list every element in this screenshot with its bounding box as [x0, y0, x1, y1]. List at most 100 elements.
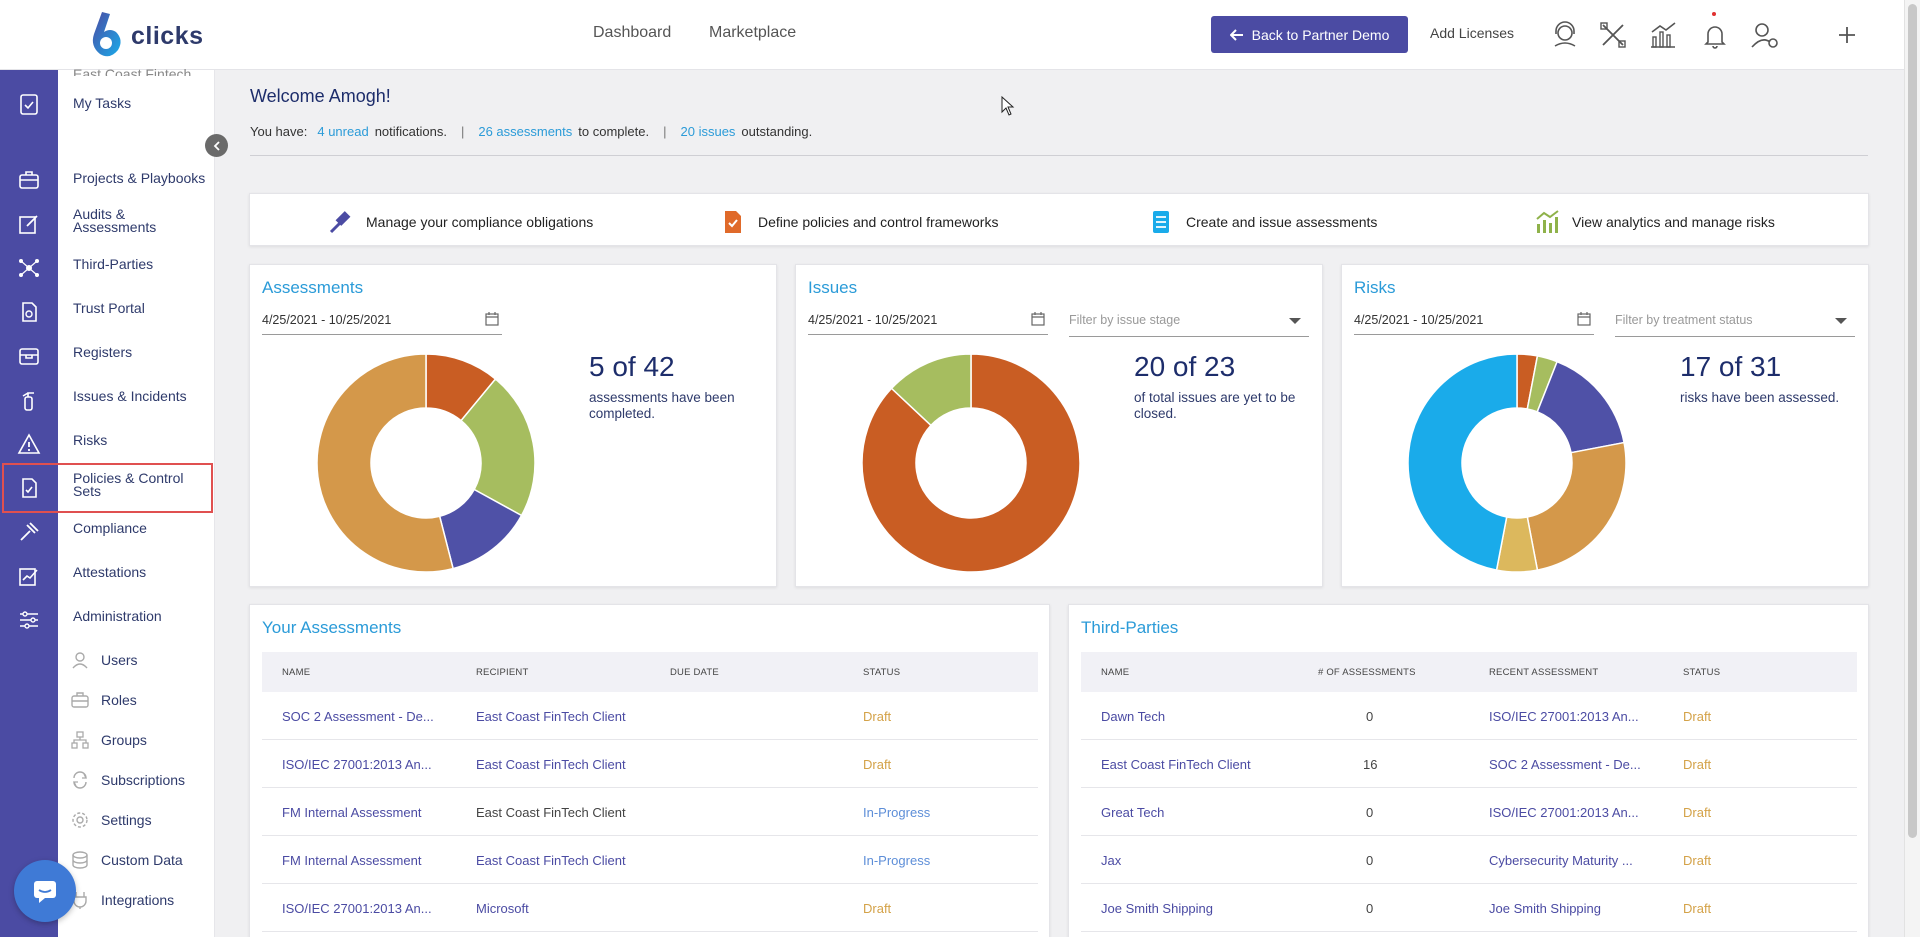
- column-header[interactable]: # OF ASSESSMENTS: [1318, 667, 1416, 678]
- sliders-icon[interactable]: [17, 608, 41, 632]
- sidebar-item-groups[interactable]: Groups: [101, 732, 147, 748]
- sidebar-item-integrations[interactable]: Integrations: [101, 892, 175, 908]
- column-header[interactable]: STATUS: [863, 667, 901, 678]
- table-row[interactable]: Great Tech 0 ISO/IEC 27001:2013 An... Dr…: [1081, 788, 1857, 836]
- table-row[interactable]: Joe Smith Shipping 0 Joe Smith Shipping …: [1081, 884, 1857, 932]
- back-to-partner-demo-button[interactable]: Back to Partner Demo: [1211, 16, 1408, 53]
- issues-date-range[interactable]: 4/25/2021 - 10/25/2021: [808, 311, 1048, 335]
- table-row[interactable]: FM Internal Assessment East Coast FinTec…: [262, 788, 1038, 836]
- assessment-name[interactable]: FM Internal Assessment: [282, 853, 422, 868]
- your-assessments-title[interactable]: Your Assessments: [262, 618, 402, 637]
- risks-card-title[interactable]: Risks: [1354, 278, 1396, 297]
- sidebar-item-my-tasks[interactable]: My Tasks: [73, 95, 132, 111]
- table-row[interactable]: SOC 2 Assessment - De... East Coast FinT…: [262, 692, 1038, 740]
- attestation-icon[interactable]: [17, 564, 41, 588]
- sidebar-item-projects[interactable]: Projects & Playbooks: [73, 170, 206, 186]
- collapse-sidebar-button[interactable]: [205, 134, 228, 157]
- recent-assessment[interactable]: Cybersecurity Maturity ...: [1489, 853, 1633, 868]
- quick-action-assessments[interactable]: Create and issue assessments: [1148, 209, 1377, 235]
- donut-slice-1[interactable]: [890, 353, 972, 427]
- sidebar-item-registers[interactable]: Registers: [73, 344, 133, 360]
- recent-assessment[interactable]: ISO/IEC 27001:2013 An...: [1489, 805, 1639, 820]
- assessment-name[interactable]: FM Internal Assessment: [282, 805, 422, 820]
- nav-dashboard[interactable]: Dashboard: [593, 24, 672, 41]
- issues-outstanding-link[interactable]: 20 issues: [680, 124, 736, 139]
- sidebar-item-issues[interactable]: Issues & Incidents: [73, 388, 187, 404]
- assessment-recipient[interactable]: East Coast FinTech Client: [476, 709, 626, 724]
- donut-slice-5[interactable]: [1407, 353, 1518, 571]
- support-icon[interactable]: [1550, 20, 1580, 50]
- fire-extinguisher-icon[interactable]: [17, 388, 41, 412]
- issues-card-title[interactable]: Issues: [808, 278, 858, 297]
- assessments-date-range[interactable]: 4/25/2021 - 10/25/2021: [262, 311, 502, 335]
- sidebar-item-audits[interactable]: Audits & Assessments: [73, 206, 157, 235]
- sidebar-item-roles[interactable]: Roles: [101, 692, 137, 708]
- treatment-status-filter[interactable]: Filter by treatment status: [1615, 313, 1855, 337]
- logo-icon[interactable]: [88, 10, 198, 60]
- third-party-name[interactable]: Dawn Tech: [1101, 709, 1166, 724]
- quick-action-compliance[interactable]: Manage your compliance obligations: [328, 209, 593, 235]
- quick-action-policies[interactable]: Define policies and control frameworks: [720, 209, 998, 235]
- sidebar-item-compliance[interactable]: Compliance: [73, 520, 147, 536]
- gavel-icon[interactable]: [17, 520, 41, 544]
- scrollbar[interactable]: [1904, 0, 1920, 937]
- column-header[interactable]: NAME: [1101, 667, 1130, 678]
- assessment-name[interactable]: ISO/IEC 27001:2013 An...: [282, 757, 432, 772]
- assessment-recipient[interactable]: Microsoft: [476, 901, 529, 916]
- assessment-recipient[interactable]: East Coast FinTech Client: [476, 757, 626, 772]
- edit-icon[interactable]: [17, 212, 41, 236]
- assessments-to-complete-link[interactable]: 26 assessments: [478, 124, 573, 139]
- sidebar-item-subscriptions[interactable]: Subscriptions: [101, 772, 186, 788]
- plus-icon[interactable]: [1832, 20, 1862, 50]
- calendar-icon[interactable]: [1030, 311, 1046, 327]
- quick-action-analytics[interactable]: View analytics and manage risks: [1534, 209, 1775, 235]
- table-row[interactable]: ISO/IEC 27001:2013 An... Microsoft Draft: [262, 884, 1038, 932]
- briefcase-icon[interactable]: [17, 168, 41, 192]
- bell-icon[interactable]: [1700, 20, 1730, 50]
- sidebar-item-administration[interactable]: Administration: [73, 608, 162, 624]
- column-header[interactable]: RECENT ASSESSMENT: [1489, 667, 1599, 678]
- sidebar-item-attestations[interactable]: Attestations: [73, 564, 147, 580]
- recent-assessment[interactable]: Joe Smith Shipping: [1489, 901, 1602, 916]
- warning-icon[interactable]: [17, 432, 41, 456]
- calendar-icon[interactable]: [484, 311, 500, 327]
- analytics-icon[interactable]: [1648, 20, 1678, 50]
- column-header[interactable]: NAME: [282, 667, 311, 678]
- table-row[interactable]: FM Internal Assessment East Coast FinTec…: [262, 836, 1038, 884]
- chat-button[interactable]: [14, 860, 76, 922]
- sidebar-item-users[interactable]: Users: [101, 652, 138, 668]
- unread-notifications-link[interactable]: 4 unread: [317, 124, 369, 139]
- table-row[interactable]: Dawn Tech 0 ISO/IEC 27001:2013 An... Dra…: [1081, 692, 1857, 740]
- third-party-name[interactable]: Great Tech: [1101, 805, 1165, 820]
- donut-slice-1[interactable]: [460, 377, 536, 517]
- assessment-name[interactable]: ISO/IEC 27001:2013 An...: [282, 901, 432, 916]
- sidebar-item-third-parties[interactable]: Third-Parties: [73, 256, 154, 272]
- third-party-name[interactable]: Joe Smith Shipping: [1101, 901, 1214, 916]
- third-party-name[interactable]: East Coast FinTech Client: [1101, 757, 1251, 772]
- register-icon[interactable]: [17, 344, 41, 368]
- network-icon[interactable]: [17, 256, 41, 280]
- donut-slice-3[interactable]: [1526, 441, 1627, 571]
- risks-date-range[interactable]: 4/25/2021 - 10/25/2021: [1354, 311, 1594, 335]
- issue-stage-filter[interactable]: Filter by issue stage: [1069, 313, 1309, 337]
- table-row[interactable]: Jax 0 Cybersecurity Maturity ... Draft: [1081, 836, 1857, 884]
- recent-assessment[interactable]: ISO/IEC 27001:2013 An...: [1489, 709, 1639, 724]
- policy-document-icon[interactable]: [17, 476, 41, 500]
- assessments-card-title[interactable]: Assessments: [262, 278, 364, 297]
- add-licenses-link[interactable]: Add Licenses: [1430, 25, 1515, 41]
- table-row[interactable]: ISO/IEC 27001:2013 An... East Coast FinT…: [262, 740, 1038, 788]
- sidebar-item-risks[interactable]: Risks: [73, 432, 108, 448]
- nav-marketplace[interactable]: Marketplace: [709, 24, 797, 41]
- column-header[interactable]: DUE DATE: [670, 667, 719, 678]
- assessment-recipient[interactable]: East Coast FinTech Client: [476, 853, 626, 868]
- user-settings-icon[interactable]: [1750, 20, 1780, 50]
- scrollbar-thumb[interactable]: [1908, 4, 1917, 838]
- sidebar-item-policies[interactable]: Policies & Control Sets: [73, 470, 184, 499]
- sidebar-item-custom-data[interactable]: Custom Data: [101, 852, 183, 868]
- third-parties-title[interactable]: Third-Parties: [1081, 618, 1179, 637]
- portal-icon[interactable]: [17, 300, 41, 324]
- sidebar-item-trust-portal[interactable]: Trust Portal: [73, 300, 145, 316]
- calendar-icon[interactable]: [1576, 311, 1592, 327]
- tasks-icon[interactable]: [17, 92, 41, 116]
- column-header[interactable]: RECIPIENT: [476, 667, 529, 678]
